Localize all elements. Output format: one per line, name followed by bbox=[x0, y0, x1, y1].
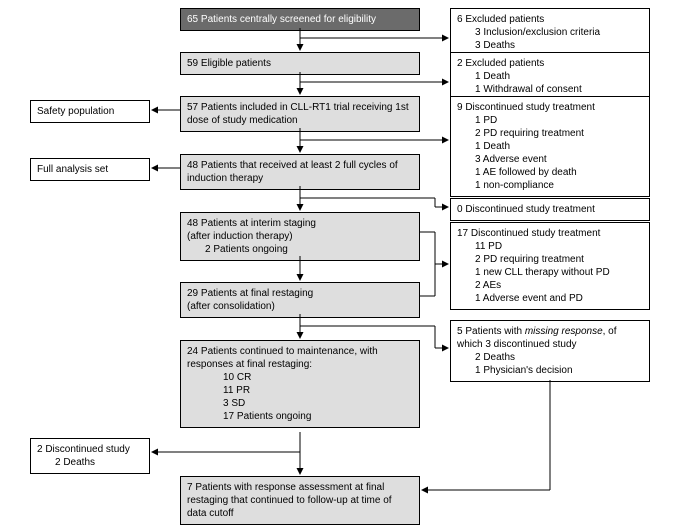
text: 3 Adverse event bbox=[457, 153, 643, 166]
box-screened: 65 Patients centrally screened for eligi… bbox=[180, 8, 420, 31]
text: 17 Patients ongoing bbox=[187, 410, 413, 423]
text: 24 Patients continued to maintenance, wi… bbox=[187, 346, 378, 370]
text: 1 new CLL therapy without PD bbox=[457, 266, 643, 279]
box-excl6: 6 Excluded patients 3 Inclusion/exclusio… bbox=[450, 8, 650, 57]
text: 1 Death bbox=[457, 70, 643, 83]
text: 3 Deaths bbox=[457, 39, 643, 52]
box-disc2: 2 Discontinued study 2 Deaths bbox=[30, 438, 150, 474]
text: 9 Discontinued study treatment bbox=[457, 102, 595, 113]
box-cycles: 48 Patients that received at least 2 ful… bbox=[180, 154, 420, 190]
text: 3 SD bbox=[187, 397, 413, 410]
text: 17 Discontinued study treatment bbox=[457, 228, 600, 239]
text: 1 PD bbox=[457, 114, 643, 127]
box-safety: Safety population bbox=[30, 100, 150, 123]
text: 2 Deaths bbox=[37, 456, 143, 469]
text: 2 PD requiring treatment bbox=[457, 127, 643, 140]
text: 11 PD bbox=[457, 240, 643, 253]
text: 1 Death bbox=[457, 140, 643, 153]
text: 6 Excluded patients bbox=[457, 14, 544, 25]
box-followup: 7 Patients with response assessment at f… bbox=[180, 476, 420, 525]
text: 2 Deaths bbox=[457, 351, 643, 364]
text: 48 Patients that received at least 2 ful… bbox=[187, 160, 398, 184]
box-fullset: Full analysis set bbox=[30, 158, 150, 181]
text: 2 Excluded patients bbox=[457, 58, 544, 69]
box-missing: 5 Patients with missing response, of whi… bbox=[450, 320, 650, 382]
text: 1 AE followed by death bbox=[457, 166, 643, 179]
box-maintenance: 24 Patients continued to maintenance, wi… bbox=[180, 340, 420, 428]
box-interim: 48 Patients at interim staging (after in… bbox=[180, 212, 420, 261]
text: missing response bbox=[525, 326, 603, 337]
text: Full analysis set bbox=[37, 164, 108, 175]
text: 10 CR bbox=[187, 371, 413, 384]
box-eligible: 59 Eligible patients bbox=[180, 52, 420, 75]
text: 3 Inclusion/exclusion criteria bbox=[457, 26, 643, 39]
text: 7 Patients with response assessment at f… bbox=[187, 482, 392, 519]
text: 2 Discontinued study bbox=[37, 444, 130, 455]
text: 11 PR bbox=[187, 384, 413, 397]
text: 1 non-compliance bbox=[457, 179, 643, 192]
text: (after consolidation) bbox=[187, 301, 275, 312]
text: 1 Adverse event and PD bbox=[457, 292, 643, 305]
text: 1 Withdrawal of consent bbox=[457, 83, 643, 96]
box-excl2: 2 Excluded patients 1 Death 1 Withdrawal… bbox=[450, 52, 650, 101]
text: 2 AEs bbox=[457, 279, 643, 292]
text: 57 Patients included in CLL-RT1 trial re… bbox=[187, 102, 409, 126]
text: 5 Patients with bbox=[457, 326, 525, 337]
text: 1 Physician's decision bbox=[457, 364, 643, 377]
text: (after induction therapy) bbox=[187, 231, 293, 242]
text: 48 Patients at interim staging bbox=[187, 218, 316, 229]
text: 2 Patients ongoing bbox=[187, 243, 413, 256]
box-disc9: 9 Discontinued study treatment 1 PD 2 PD… bbox=[450, 96, 650, 197]
text: 0 Discontinued study treatment bbox=[457, 204, 595, 215]
box-disc17: 17 Discontinued study treatment 11 PD 2 … bbox=[450, 222, 650, 310]
text: 59 Eligible patients bbox=[187, 58, 271, 69]
text: Safety population bbox=[37, 106, 114, 117]
text: 29 Patients at final restaging bbox=[187, 288, 313, 299]
box-disc0: 0 Discontinued study treatment bbox=[450, 198, 650, 221]
text: 2 PD requiring treatment bbox=[457, 253, 643, 266]
text: 65 Patients centrally screened for eligi… bbox=[187, 14, 376, 25]
box-final: 29 Patients at final restaging (after co… bbox=[180, 282, 420, 318]
box-included: 57 Patients included in CLL-RT1 trial re… bbox=[180, 96, 420, 132]
